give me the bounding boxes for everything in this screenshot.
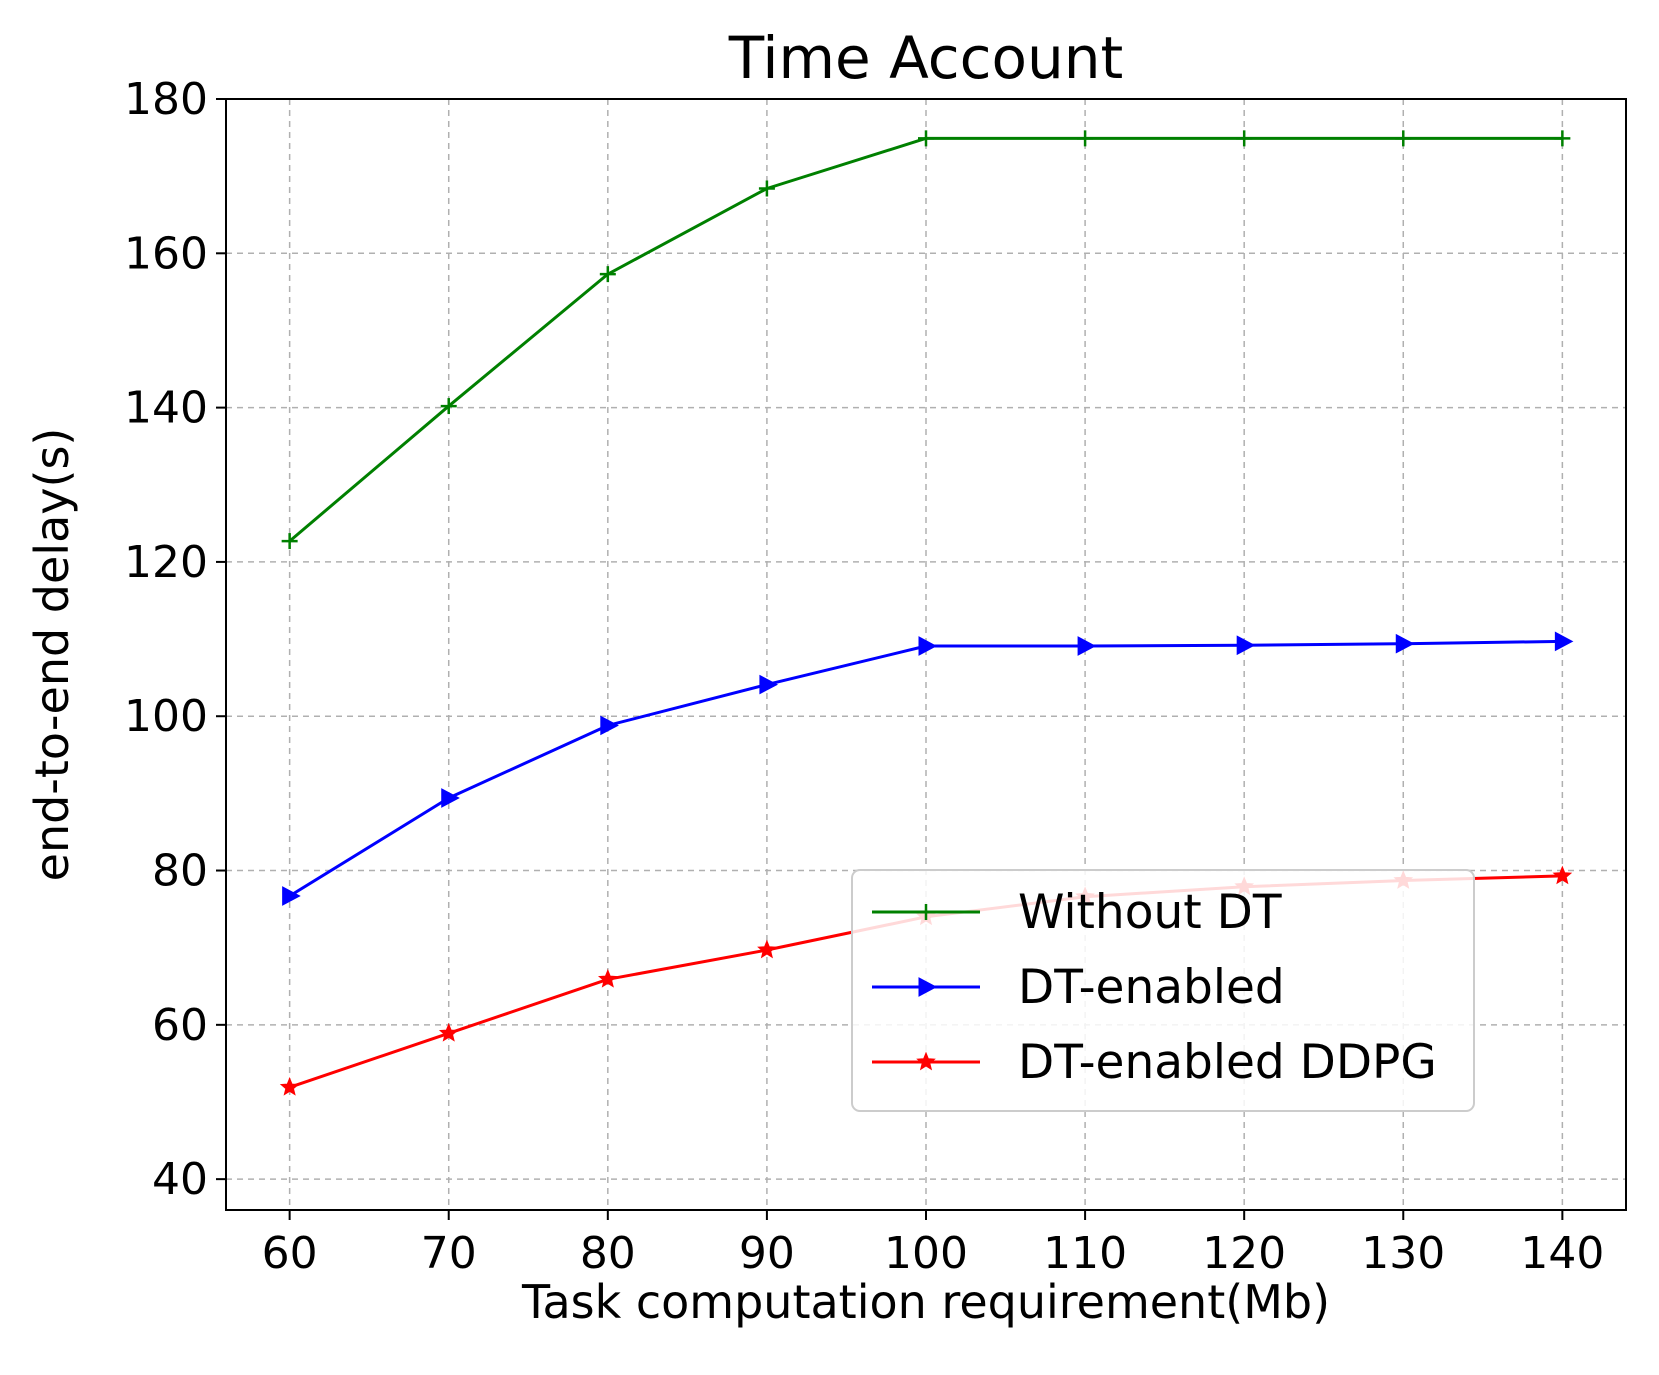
legend-label: DT-enabled [1018, 960, 1285, 1015]
y-tick-label: 160 [124, 228, 208, 279]
x-tick-label: 60 [262, 1228, 318, 1279]
x-tick-label: 140 [1520, 1228, 1604, 1279]
data-point-without-dt [440, 398, 457, 415]
x-tick-label: 90 [739, 1228, 795, 1279]
series-dt-enabled [282, 631, 1574, 906]
y-tick-label: 140 [124, 383, 208, 434]
data-point-dt-enabled-ddpg [279, 1077, 300, 1096]
data-point-without-dt [1236, 130, 1253, 147]
legend-entry-without-dt: Without DT [872, 885, 1282, 940]
legend-box [851, 869, 1475, 1112]
legend-label: DT-enabled DDPG [1018, 1035, 1437, 1090]
legend-entries: Without DT DT-enabled DT-enabled DDPG [872, 885, 1437, 1090]
data-point-dt-enabled-ddpg [1552, 865, 1573, 885]
x-tick-label: 110 [1043, 1228, 1127, 1279]
legend-entry-dt-enabled-ddpg: DT-enabled DDPG [872, 1035, 1437, 1090]
y-tick-label: 80 [152, 846, 208, 897]
y-tick-label: 60 [152, 1000, 208, 1051]
data-point-dt-enabled [1236, 635, 1256, 656]
x-tick-label: 120 [1202, 1228, 1286, 1279]
x-axis-label: Task computation requirement(Mb) [521, 1275, 1330, 1329]
legend: Without DT DT-enabled DT-enabled DDPG [851, 869, 1475, 1112]
y-axis-label: end-to-end delay(s) [25, 428, 79, 882]
data-point-without-dt [281, 533, 298, 550]
x-tick-label: 70 [421, 1228, 477, 1279]
data-point-dt-enabled [1554, 631, 1574, 652]
legend-entry-dt-enabled: DT-enabled [872, 960, 1285, 1015]
ticks: 60 70 80 90 100 110 120 130 140 40 60 80 100 120 140 16… [124, 74, 1604, 1279]
data-point-without-dt [758, 180, 775, 197]
y-tick-label: 40 [152, 1154, 208, 1205]
data-point-dt-enabled [759, 674, 778, 695]
x-tick-label: 130 [1361, 1228, 1445, 1279]
data-point-dt-enabled [282, 886, 301, 906]
series-line-dt-enabled [288, 639, 1563, 898]
data-point-without-dt [1077, 130, 1094, 147]
data-point-dt-enabled [918, 636, 938, 656]
data-point-dt-enabled [1077, 636, 1097, 656]
data-point-without-dt [1395, 130, 1412, 147]
x-tick-label: 80 [580, 1228, 636, 1279]
chart-title: Time Account [728, 24, 1124, 92]
data-point-dt-enabled [441, 788, 460, 808]
legend-marker [916, 1051, 936, 1071]
data-point-without-dt [599, 266, 616, 283]
data-point-dt-enabled-ddpg [757, 939, 777, 959]
data-point-dt-enabled-ddpg [438, 1022, 459, 1042]
series-without-dt [281, 130, 1571, 550]
data-point-dt-enabled [1395, 633, 1415, 654]
y-tick-label: 100 [124, 691, 208, 742]
legend-label: Without DT [1018, 885, 1282, 940]
series-layer [279, 130, 1574, 1096]
data-point-without-dt [1554, 130, 1571, 147]
y-tick-label: 180 [124, 74, 208, 125]
data-point-dt-enabled [600, 715, 619, 736]
y-tick-label: 120 [124, 537, 208, 588]
data-point-without-dt [918, 130, 934, 147]
data-point-dt-enabled-ddpg [598, 968, 618, 988]
legend-marker [918, 904, 934, 920]
x-tick-label: 100 [884, 1228, 968, 1279]
legend-marker [918, 977, 938, 997]
